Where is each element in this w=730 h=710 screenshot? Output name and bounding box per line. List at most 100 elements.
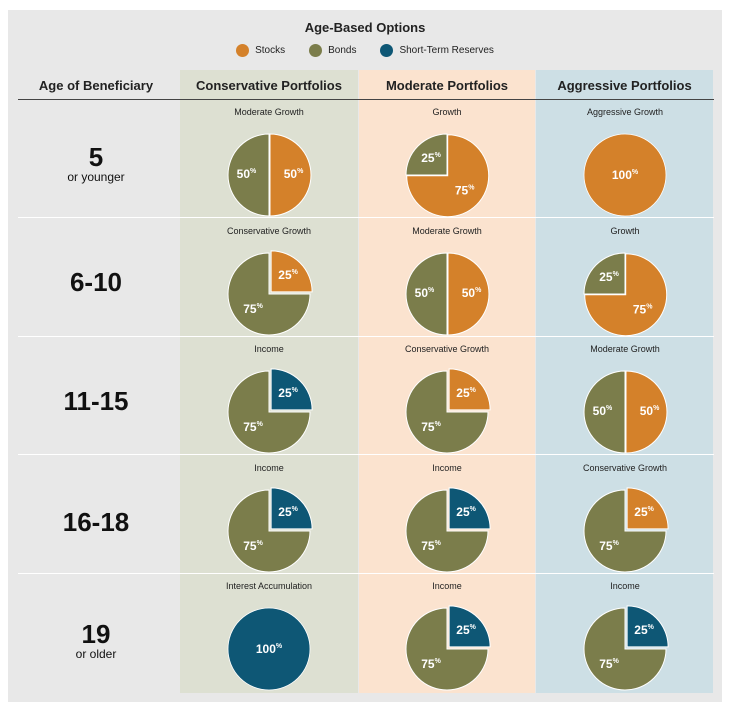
portfolio-cell: Conservative Growth 25% 75%	[181, 225, 357, 343]
allocation-pie: 50% 50%	[405, 252, 490, 336]
allocation-pie: 25% 75%	[405, 605, 491, 691]
portfolio-name: Conservative Growth	[226, 226, 312, 236]
reserves-slice	[626, 605, 669, 648]
slice-label: 25%	[278, 268, 298, 282]
age-of-beneficiary-header: Age of Beneficiary	[38, 77, 154, 93]
portfolio-cell: Income 25% 75%	[537, 580, 713, 698]
allocation-pie: 100%	[227, 607, 311, 691]
slice-label: 75%	[599, 539, 619, 553]
portfolio-name: Income	[610, 581, 640, 591]
allocation-pie: 25% 75%	[405, 487, 491, 573]
portfolio-cell: Income 25% 75%	[181, 343, 357, 461]
slice-label: 75%	[243, 539, 263, 553]
slice-label: 75%	[599, 657, 619, 671]
bonds-slice	[583, 370, 626, 454]
bonds-slice	[583, 607, 667, 691]
portfolio-cell: Conservative Growth 25% 75%	[359, 343, 535, 461]
allocation-pie: 75% 25%	[583, 252, 668, 337]
allocation-pie: 25% 75%	[405, 368, 491, 454]
stocks-slice	[406, 134, 490, 218]
aggressive-portfolios-header: Aggressive Portfolios	[557, 77, 692, 93]
portfolio-cell: Moderate Growth 50% 50%	[537, 343, 713, 461]
portfolio-cell: Moderate Growth 50% 50%	[181, 106, 357, 224]
portfolio-name: Moderate Growth	[590, 344, 660, 354]
age-value: 11-15	[63, 386, 129, 416]
slice-label: 50%	[462, 286, 482, 300]
slice-label: 75%	[421, 420, 441, 434]
legend-label-reserves: Short-Term Reserves	[399, 45, 494, 56]
row-divider	[18, 336, 714, 337]
row-divider	[18, 573, 714, 574]
legend-item-stocks: Stocks	[236, 44, 285, 57]
slice-label: 25%	[456, 623, 476, 637]
slice-label: 75%	[243, 420, 263, 434]
slice-label: 50%	[593, 404, 613, 418]
allocation-pie: 50% 50%	[227, 133, 312, 217]
legend: Stocks Bonds Short-Term Reserves	[0, 44, 730, 57]
allocation-pie: 50% 50%	[583, 370, 668, 454]
slice-label: 25%	[278, 505, 298, 519]
allocation-pie: 75% 25%	[405, 133, 490, 218]
stocks-slice	[270, 250, 313, 293]
stocks-slice	[625, 370, 668, 454]
slice-label: 50%	[415, 286, 435, 300]
allocation-pie: 25% 75%	[227, 250, 313, 336]
age-value: 6-10	[69, 267, 123, 297]
slice-label: 25%	[634, 505, 654, 519]
moderate-portfolios-header: Moderate Portfolios	[385, 77, 509, 93]
reserves-slice	[270, 368, 313, 411]
portfolio-cell: Aggressive Growth 100%	[537, 106, 713, 224]
stocks-slice	[584, 253, 668, 337]
allocation-pie: 25% 75%	[227, 487, 313, 573]
portfolio-name: Income	[432, 463, 462, 473]
reserves-swatch	[380, 44, 394, 57]
reserves-slice	[448, 487, 491, 530]
slice-label: 75%	[455, 184, 475, 198]
portfolio-name: Moderate Growth	[234, 107, 304, 117]
stocks-slice	[448, 368, 491, 411]
bonds-slice	[583, 489, 667, 573]
portfolio-name: Growth	[432, 107, 462, 117]
portfolio-cell: Growth 75% 25%	[359, 106, 535, 224]
allocation-pie: 100%	[583, 133, 667, 217]
bonds-swatch	[309, 44, 323, 57]
age-value: 16-18	[62, 507, 130, 537]
allocation-pie: 25% 75%	[583, 487, 669, 573]
bonds-slice	[405, 133, 448, 176]
portfolio-cell: Growth 75% 25%	[537, 225, 713, 343]
legend-item-bonds: Bonds	[309, 44, 356, 57]
slice-label: 100%	[612, 168, 639, 182]
portfolio-name: Conservative Growth	[404, 344, 490, 354]
slice-label: 25%	[456, 505, 476, 519]
age-label-row-2: 11-15	[18, 387, 174, 415]
stocks-swatch	[236, 44, 250, 57]
conservative-portfolios-header: Conservative Portfolios	[196, 77, 342, 93]
bonds-slice	[405, 370, 489, 454]
row-divider	[18, 217, 714, 218]
header-divider	[18, 99, 714, 100]
stocks-slice	[626, 487, 669, 530]
portfolio-cell: Moderate Growth 50% 50%	[359, 225, 535, 343]
age-label-row-3: 16-18	[18, 508, 174, 536]
legend-label-stocks: Stocks	[255, 45, 286, 56]
legend-item-reserves: Short-Term Reserves	[380, 44, 494, 57]
allocation-pie: 25% 75%	[583, 605, 669, 691]
portfolio-cell: Interest Accumulation 100%	[181, 580, 357, 698]
slice-label: 25%	[421, 151, 441, 165]
bonds-slice	[405, 489, 489, 573]
slice-label: 25%	[278, 386, 298, 400]
allocation-pie: 25% 75%	[227, 368, 313, 454]
age-label-row-0: 5 or younger	[18, 143, 174, 183]
slice-label: 50%	[284, 167, 304, 181]
bonds-slice	[227, 489, 311, 573]
bonds-slice	[405, 252, 448, 336]
bonds-slice	[583, 252, 626, 295]
slice-label: 25%	[634, 623, 654, 637]
stocks-slice	[447, 252, 490, 336]
reserves-slice	[227, 607, 311, 691]
reserves-slice	[448, 605, 491, 648]
reserves-slice	[270, 487, 313, 530]
age-qualifier: or younger	[67, 170, 125, 184]
slice-label: 75%	[243, 302, 263, 316]
portfolio-cell: Income 25% 75%	[359, 580, 535, 698]
